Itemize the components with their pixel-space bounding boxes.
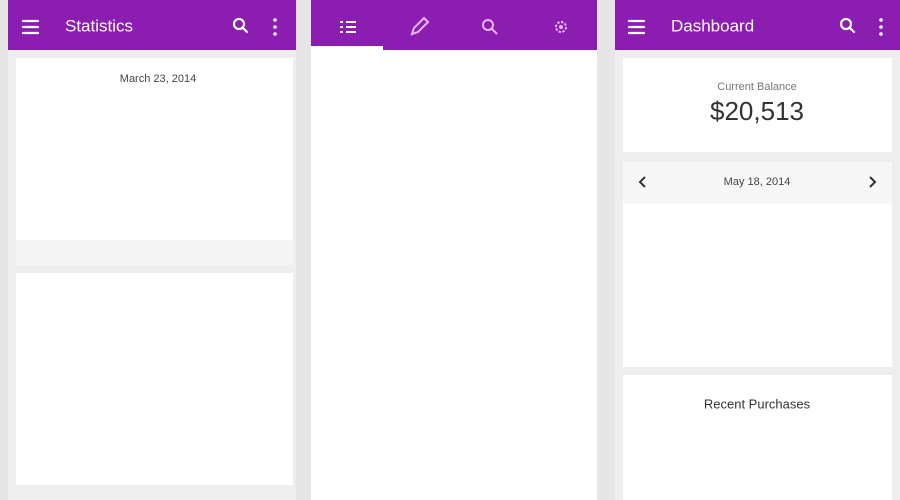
prev-button[interactable] bbox=[638, 176, 646, 188]
menu-icon[interactable] bbox=[627, 19, 646, 35]
search-icon[interactable] bbox=[232, 17, 249, 34]
card bbox=[16, 58, 293, 265]
list-tab[interactable] bbox=[340, 21, 356, 33]
balance-amount: $20,513 bbox=[710, 96, 804, 126]
card bbox=[623, 375, 892, 500]
app-bar bbox=[615, 0, 900, 50]
balance-label: Current Balance bbox=[717, 81, 797, 93]
screen bbox=[311, 0, 597, 500]
tab-bar bbox=[311, 0, 597, 50]
axis-strip bbox=[16, 240, 293, 265]
menu-icon[interactable] bbox=[21, 19, 40, 35]
app-title: Dashboard bbox=[671, 16, 754, 35]
search-icon[interactable] bbox=[839, 17, 856, 34]
more-icon[interactable] bbox=[879, 18, 883, 36]
search-tab[interactable] bbox=[482, 19, 498, 35]
more-icon[interactable] bbox=[273, 18, 277, 36]
purchases-title: Recent Purchases bbox=[704, 396, 811, 411]
tab-indicator bbox=[311, 46, 383, 50]
card bbox=[16, 273, 293, 485]
edit-tab[interactable] bbox=[410, 16, 430, 36]
settings-tab[interactable] bbox=[555, 21, 567, 33]
card-header bbox=[623, 162, 892, 204]
app-bar bbox=[8, 0, 296, 50]
chart-title: May 18, 2014 bbox=[724, 176, 791, 188]
app-title: Statistics bbox=[65, 16, 133, 35]
next-button[interactable] bbox=[869, 176, 877, 188]
card bbox=[623, 58, 892, 152]
chart-title: March 23, 2014 bbox=[120, 73, 196, 85]
